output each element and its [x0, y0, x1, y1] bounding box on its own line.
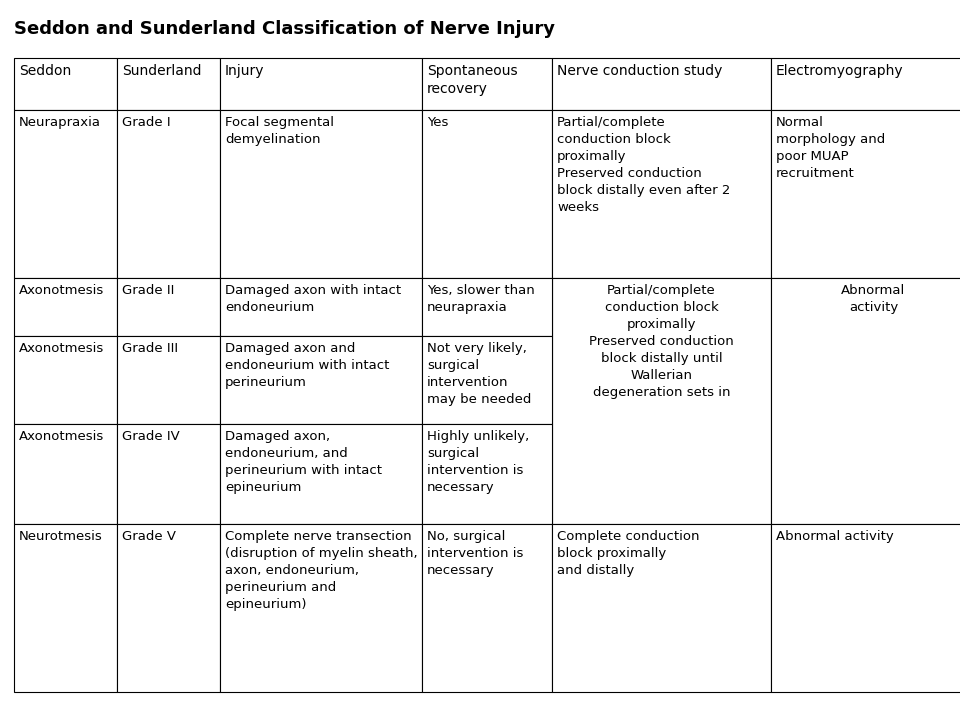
Text: Damaged axon,
endoneurium, and
perineurium with intact
epineurium: Damaged axon, endoneurium, and perineuri…	[225, 430, 382, 494]
Text: Yes, slower than
neurapraxia: Yes, slower than neurapraxia	[427, 284, 535, 314]
Bar	[422, 424, 552, 524]
Bar	[117, 278, 220, 336]
Bar	[422, 58, 552, 110]
Text: Focal segmental
demyelination: Focal segmental demyelination	[225, 116, 334, 146]
Text: Spontaneous
recovery: Spontaneous recovery	[427, 64, 517, 96]
Text: Highly unlikely,
surgical
intervention is
necessary: Highly unlikely, surgical intervention i…	[427, 430, 529, 494]
Bar	[771, 58, 960, 110]
Text: Seddon and Sunderland Classification of Nerve Injury: Seddon and Sunderland Classification of …	[14, 20, 555, 38]
Text: Seddon: Seddon	[19, 64, 71, 78]
Bar	[552, 110, 771, 278]
Bar	[220, 524, 422, 692]
Text: Axonotmesis: Axonotmesis	[19, 430, 105, 443]
Text: Not very likely,
surgical
intervention
may be needed: Not very likely, surgical intervention m…	[427, 342, 532, 406]
Bar	[220, 58, 422, 110]
Text: Complete conduction
block proximally
and distally: Complete conduction block proximally and…	[557, 530, 700, 577]
Bar	[422, 278, 552, 336]
Bar	[552, 58, 771, 110]
Bar	[220, 110, 422, 278]
Bar	[14, 424, 117, 524]
Text: Axonotmesis: Axonotmesis	[19, 342, 105, 355]
Bar	[117, 58, 220, 110]
Bar	[771, 278, 960, 524]
Bar	[220, 278, 422, 336]
Bar	[220, 336, 422, 424]
Text: Normal
morphology and
poor MUAP
recruitment: Normal morphology and poor MUAP recruitm…	[776, 116, 885, 180]
Text: Partial/complete
conduction block
proximally
Preserved conduction
block distally: Partial/complete conduction block proxim…	[557, 116, 731, 214]
Text: Damaged axon and
endoneurium with intact
perineurium: Damaged axon and endoneurium with intact…	[225, 342, 390, 389]
Text: Nerve conduction study: Nerve conduction study	[557, 64, 722, 78]
Text: Electromyography: Electromyography	[776, 64, 903, 78]
Bar	[14, 58, 117, 110]
Text: Injury: Injury	[225, 64, 265, 78]
Bar	[117, 110, 220, 278]
Text: Yes: Yes	[427, 116, 448, 129]
Text: Sunderland: Sunderland	[122, 64, 202, 78]
Bar	[14, 524, 117, 692]
Bar	[422, 524, 552, 692]
Text: Abnormal activity: Abnormal activity	[776, 530, 894, 543]
Text: Grade III: Grade III	[122, 342, 179, 355]
Bar	[771, 524, 960, 692]
Text: Partial/complete
conduction block
proximally
Preserved conduction
block distally: Partial/complete conduction block proxim…	[589, 284, 733, 399]
Text: Damaged axon with intact
endoneurium: Damaged axon with intact endoneurium	[225, 284, 401, 314]
Text: Grade IV: Grade IV	[122, 430, 180, 443]
Bar	[117, 336, 220, 424]
Text: Neurapraxia: Neurapraxia	[19, 116, 101, 129]
Bar	[771, 110, 960, 278]
Bar	[552, 524, 771, 692]
Bar	[552, 278, 771, 524]
Text: No, surgical
intervention is
necessary: No, surgical intervention is necessary	[427, 530, 523, 577]
Bar	[422, 110, 552, 278]
Bar	[117, 424, 220, 524]
Bar	[14, 110, 117, 278]
Bar	[14, 336, 117, 424]
Text: Grade I: Grade I	[122, 116, 171, 129]
Text: Neurotmesis: Neurotmesis	[19, 530, 103, 543]
Text: Axonotmesis: Axonotmesis	[19, 284, 105, 297]
Bar	[117, 524, 220, 692]
Bar	[14, 278, 117, 336]
Bar	[220, 424, 422, 524]
Text: Abnormal
activity: Abnormal activity	[841, 284, 905, 314]
Bar	[422, 336, 552, 424]
Text: Grade II: Grade II	[122, 284, 175, 297]
Text: Complete nerve transection
(disruption of myelin sheath,
axon, endoneurium,
peri: Complete nerve transection (disruption o…	[225, 530, 418, 611]
Text: Grade V: Grade V	[122, 530, 176, 543]
